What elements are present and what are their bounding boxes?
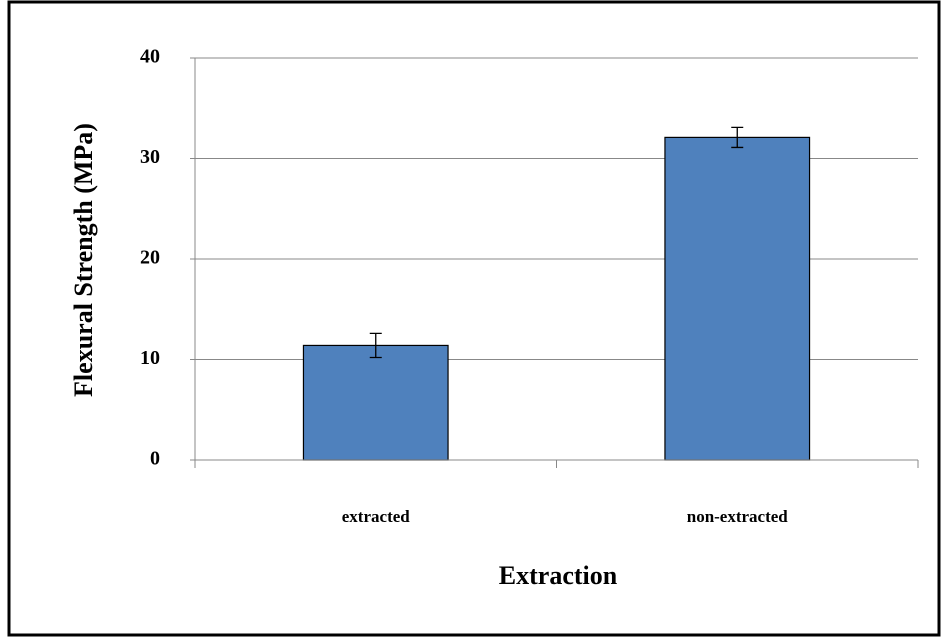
y-tick-label: 10 <box>140 347 160 369</box>
x-axis-title: Extraction <box>499 561 618 590</box>
bar <box>664 136 811 461</box>
y-tick-label: 0 <box>150 448 160 470</box>
y-tick-label: 40 <box>140 46 160 68</box>
error-bar <box>369 332 382 359</box>
x-tick-label: extracted <box>342 507 411 526</box>
bar <box>302 344 449 461</box>
y-tick-label: 20 <box>140 247 160 269</box>
y-axis-title: Flexural Strength (MPa) <box>69 123 98 397</box>
y-tick-label: 30 <box>140 146 160 168</box>
x-tick-label: non-extracted <box>687 507 789 526</box>
error-bar <box>731 126 744 149</box>
